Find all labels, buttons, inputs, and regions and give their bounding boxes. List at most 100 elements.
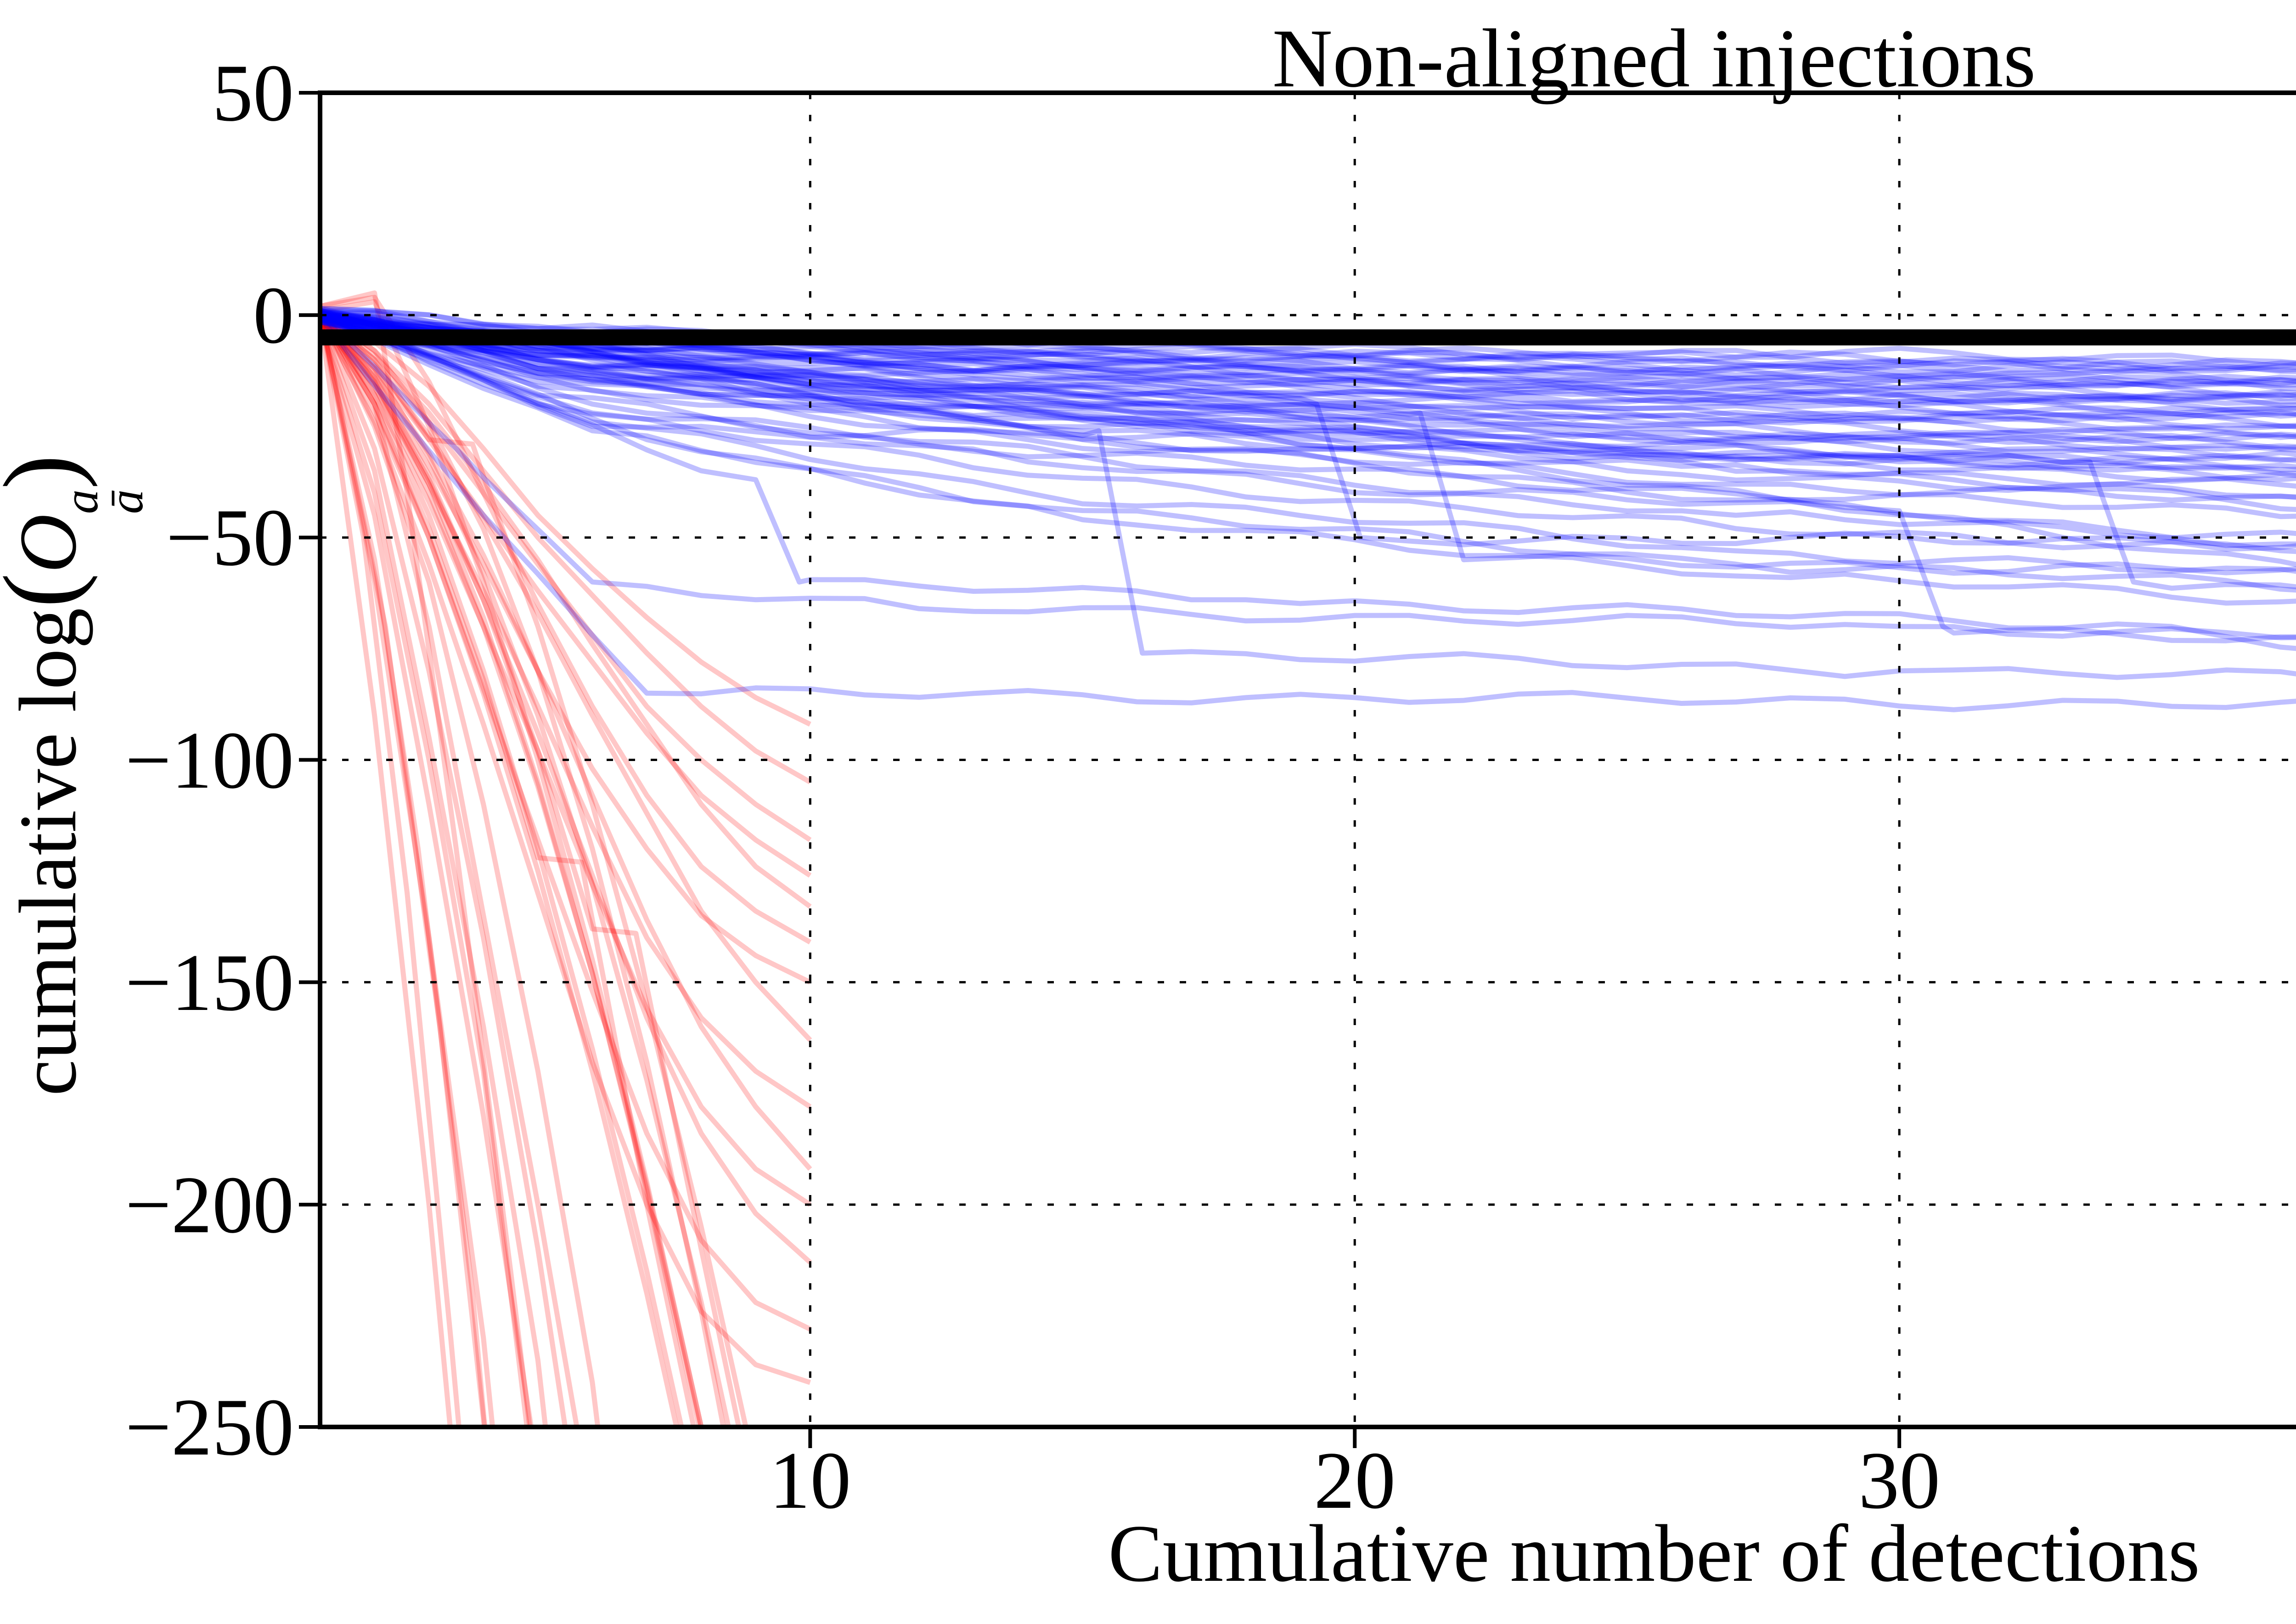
red-trajectory bbox=[320, 311, 601, 1427]
red-trajectory bbox=[320, 313, 702, 1427]
blue-trajectory bbox=[320, 317, 2296, 593]
red-trajectory bbox=[320, 314, 812, 1207]
blue-trajectories-group bbox=[320, 306, 2296, 712]
blue-trajectory bbox=[320, 310, 2296, 405]
blue-trajectory bbox=[320, 315, 2296, 390]
blue-trajectory bbox=[320, 319, 2296, 387]
red-trajectory bbox=[320, 317, 812, 1171]
blue-trajectory bbox=[320, 308, 2296, 412]
y-tick-label-50: 50 bbox=[212, 47, 294, 138]
close-paren: ) bbox=[0, 455, 98, 490]
blue-trajectory bbox=[320, 310, 2296, 576]
red-trajectory bbox=[320, 309, 812, 784]
y-tick-label-0: 0 bbox=[253, 270, 294, 361]
blue-trajectory bbox=[320, 317, 2296, 567]
blue-trajectory bbox=[320, 312, 2296, 680]
red-trajectory bbox=[320, 315, 488, 1427]
red-trajectory bbox=[320, 311, 812, 842]
red-trajectory bbox=[320, 310, 726, 1427]
blue-trajectory bbox=[320, 319, 2296, 476]
blue-trajectory bbox=[320, 315, 2296, 408]
red-trajectory bbox=[320, 313, 812, 878]
red-trajectory bbox=[320, 311, 732, 1427]
blue-trajectory bbox=[320, 317, 2296, 442]
blue-trajectory bbox=[320, 306, 2296, 403]
y-tick-label--150: −150 bbox=[125, 936, 294, 1028]
y-tick-label--50: −50 bbox=[166, 492, 294, 583]
blue-trajectory bbox=[320, 317, 2296, 419]
red-trajectory bbox=[320, 315, 812, 909]
blue-trajectory bbox=[320, 312, 2296, 548]
blue-trajectory bbox=[320, 316, 2296, 712]
blue-trajectory bbox=[320, 308, 2296, 429]
x-tick-label-30: 30 bbox=[1858, 1435, 1941, 1526]
blue-trajectory bbox=[320, 312, 2296, 417]
red-trajectories-group bbox=[320, 290, 812, 1427]
red-trajectory bbox=[320, 290, 533, 1427]
red-trajectory bbox=[320, 319, 530, 1427]
blue-trajectory bbox=[320, 310, 2296, 440]
x-tick-label-10: 10 bbox=[769, 1435, 851, 1526]
blue-trajectory bbox=[320, 315, 2296, 432]
blue-trajectory bbox=[320, 310, 2296, 541]
red-trajectory bbox=[320, 309, 812, 1264]
red-trajectory bbox=[320, 316, 811, 1385]
red-trajectory bbox=[320, 312, 487, 1427]
red-trajectory bbox=[320, 314, 697, 1427]
blue-trajectory bbox=[320, 312, 2296, 519]
blue-trajectory bbox=[320, 310, 2296, 471]
x-axis-label: Cumulative number of detections bbox=[1108, 1508, 2200, 1599]
blue-trajectory bbox=[320, 315, 2296, 463]
blue-trajectory bbox=[320, 317, 2296, 503]
blue-trajectory bbox=[320, 319, 2296, 452]
red-trajectory bbox=[320, 315, 461, 1427]
red-trajectory bbox=[320, 318, 704, 1427]
blue-trajectory bbox=[320, 312, 2296, 402]
blue-trajectory bbox=[320, 310, 2296, 500]
red-trajectory bbox=[320, 319, 534, 1427]
red-trajectory bbox=[320, 313, 812, 1109]
red-trajectory bbox=[320, 307, 580, 1427]
blue-trajectory bbox=[320, 310, 2296, 387]
red-trajectory bbox=[320, 313, 811, 727]
blue-trajectory bbox=[320, 312, 2296, 388]
y-tick-label--100: −100 bbox=[125, 714, 294, 806]
blue-trajectory bbox=[320, 319, 2296, 423]
red-trajectory bbox=[320, 315, 453, 1427]
blue-trajectory bbox=[320, 312, 2296, 484]
blue-trajectory bbox=[320, 313, 2296, 574]
blue-trajectory bbox=[320, 317, 2296, 399]
chart-title: Non-aligned injections bbox=[1272, 12, 2036, 105]
x-tick-label-20: 20 bbox=[1314, 1435, 1396, 1526]
blue-trajectory bbox=[320, 313, 2296, 591]
red-trajectory bbox=[320, 314, 568, 1427]
red-trajectory bbox=[320, 314, 684, 1427]
blue-trajectory bbox=[320, 310, 2296, 420]
blue-trajectory bbox=[320, 312, 2296, 432]
blue-trajectory bbox=[320, 315, 2296, 489]
red-trajectory bbox=[320, 313, 811, 985]
blue-trajectory bbox=[320, 319, 2296, 406]
blue-trajectory bbox=[320, 308, 2296, 482]
blue-trajectory bbox=[320, 310, 2296, 452]
red-trajectory bbox=[320, 314, 811, 1331]
blue-trajectory bbox=[320, 310, 2296, 643]
y-tick-label--200: −200 bbox=[125, 1159, 294, 1250]
blue-trajectory bbox=[320, 308, 2296, 462]
axes-group bbox=[299, 90, 2296, 1448]
red-trajectory bbox=[320, 316, 679, 1427]
blue-trajectory bbox=[320, 313, 2296, 651]
red-trajectory bbox=[320, 316, 548, 1427]
blue-trajectory bbox=[320, 317, 2296, 473]
red-trajectory bbox=[320, 309, 742, 1427]
blue-trajectory bbox=[320, 313, 2296, 606]
red-trajectory bbox=[320, 313, 748, 1427]
blue-trajectory bbox=[320, 310, 2296, 512]
red-trajectory bbox=[320, 311, 812, 1042]
blue-trajectory bbox=[320, 312, 2296, 466]
blue-trajectory bbox=[320, 313, 2296, 641]
blue-trajectory bbox=[320, 312, 2296, 445]
y-tick-label--250: −250 bbox=[125, 1382, 294, 1472]
